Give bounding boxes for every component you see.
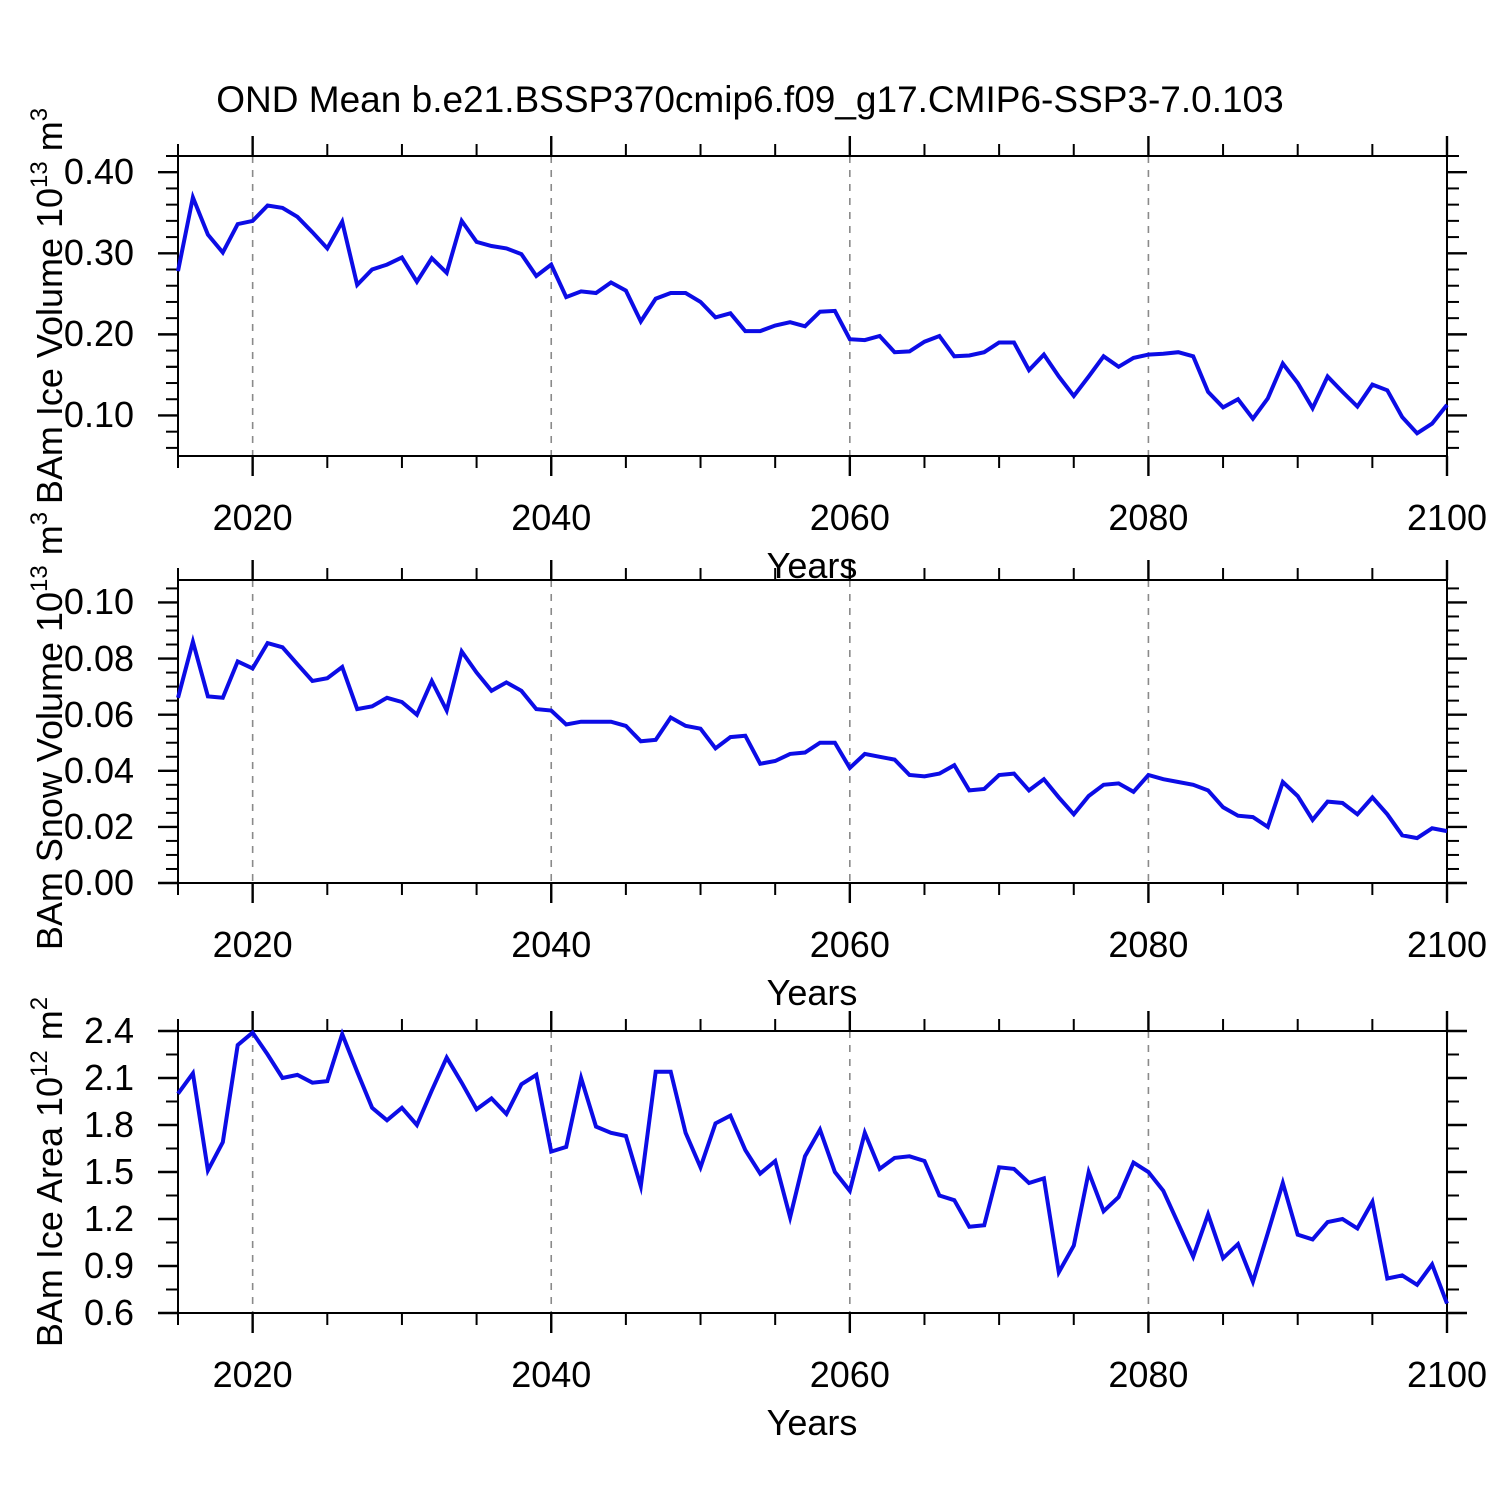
y-tick-label-1.2: 1.2 bbox=[83, 1198, 134, 1239]
y-axis-title-unit-exponent: 3 bbox=[26, 511, 53, 526]
snow-volume-line bbox=[176, 634, 1448, 841]
x-tick-label-2060: 2060 bbox=[809, 924, 890, 965]
y-tick-label-0.30: 0.30 bbox=[63, 232, 134, 274]
y-tick-label-0.00: 0.00 bbox=[63, 862, 134, 903]
x-tick-label-2080: 2080 bbox=[1108, 497, 1189, 538]
y-tick-label-0.6: 0.6 bbox=[83, 1292, 134, 1333]
x-tick-label-2100: 2100 bbox=[1406, 924, 1488, 965]
x-tick-label-2060: 2060 bbox=[809, 1354, 890, 1395]
x-tick-label-2100: 2100 bbox=[1406, 497, 1488, 538]
y-tick-label-0.04: 0.04 bbox=[63, 749, 134, 791]
y-tick-label-0.40: 0.40 bbox=[63, 151, 134, 193]
x-tick-label-2100: 2100 bbox=[1406, 1354, 1488, 1395]
y-tick-label-0.20: 0.20 bbox=[63, 313, 134, 355]
x-tick-label-2080: 2080 bbox=[1108, 1354, 1189, 1395]
y-tick-label-0.08: 0.08 bbox=[63, 637, 134, 679]
x-tick-label-2040: 2040 bbox=[511, 1354, 592, 1395]
y-axis-title-unit-exponent: 2 bbox=[26, 996, 53, 1011]
x-axis-title-panel-2: Years bbox=[766, 972, 858, 1013]
y-tick-label-2.4: 2.4 bbox=[83, 1010, 134, 1051]
ice-volume-line bbox=[176, 190, 1449, 436]
x-tick-label-2020: 2020 bbox=[212, 924, 293, 965]
x-tick-label-2060: 2060 bbox=[809, 497, 890, 538]
x-tick-label-2080: 2080 bbox=[1108, 924, 1189, 965]
chart-title: OND Mean b.e21.BSSP370cmip6.f09_g17.CMIP… bbox=[216, 79, 1284, 120]
x-axis-title-panel-1: Years bbox=[766, 545, 858, 586]
x-axis-title-panel-3: Years bbox=[766, 1402, 858, 1443]
x-tick-label-2040: 2040 bbox=[511, 924, 592, 965]
y-tick-label-1.5: 1.5 bbox=[83, 1151, 134, 1192]
y-axis-title-unit-exponent: 3 bbox=[26, 107, 53, 122]
y-tick-label-1.8: 1.8 bbox=[83, 1104, 134, 1145]
snow-volume-frame bbox=[177, 579, 1448, 884]
ice-area-line bbox=[176, 1028, 1449, 1305]
y-tick-label-0.10: 0.10 bbox=[63, 581, 134, 623]
x-tick-label-2040: 2040 bbox=[511, 497, 592, 538]
y-tick-label-0.9: 0.9 bbox=[83, 1245, 134, 1286]
ice-volume-frame bbox=[177, 155, 1448, 457]
y-tick-label-0.06: 0.06 bbox=[63, 693, 134, 735]
y-axis-title-unit: m bbox=[29, 525, 70, 566]
x-tick-label-2020: 2020 bbox=[212, 497, 293, 538]
y-tick-label-0.02: 0.02 bbox=[63, 805, 134, 847]
y-tick-label-2.1: 2.1 bbox=[83, 1057, 134, 1098]
y-tick-label-0.10: 0.10 bbox=[63, 394, 134, 436]
x-tick-label-2020: 2020 bbox=[212, 1354, 293, 1395]
